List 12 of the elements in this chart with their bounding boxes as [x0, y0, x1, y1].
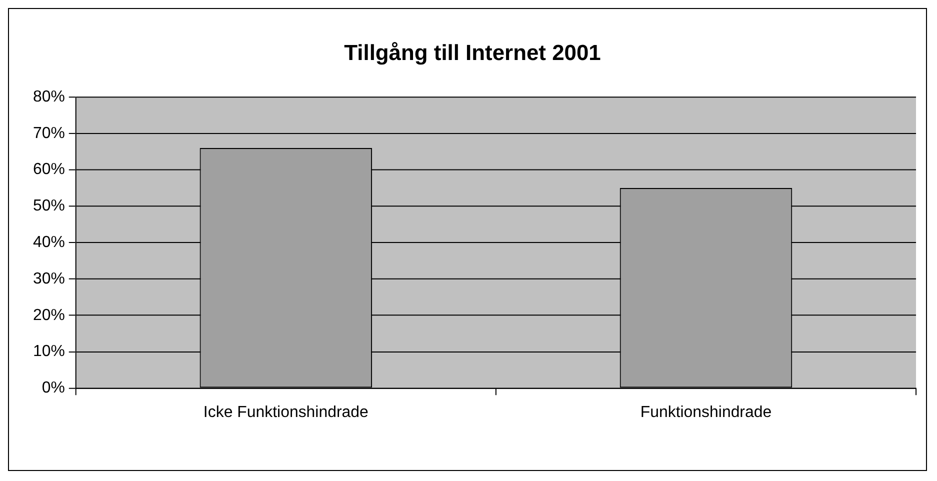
y-tick-label: 70%: [32, 124, 65, 142]
y-tick-label: 50%: [32, 198, 65, 215]
y-tick-label: 60%: [32, 161, 65, 178]
x-tick-label: Icke Funktionshindrade: [203, 404, 369, 422]
y-tick-label: 30%: [32, 270, 65, 288]
y-tick-label: 40%: [32, 234, 65, 251]
y-tick-label: 20%: [32, 306, 65, 324]
chart-title: Tillgång till Internet 2001: [344, 40, 601, 66]
x-tick-label: Funktionshindrade: [640, 404, 772, 422]
y-tick-label: 80%: [32, 88, 65, 106]
y-tick-label: 0%: [42, 380, 65, 397]
y-tick-label: 10%: [32, 343, 65, 360]
